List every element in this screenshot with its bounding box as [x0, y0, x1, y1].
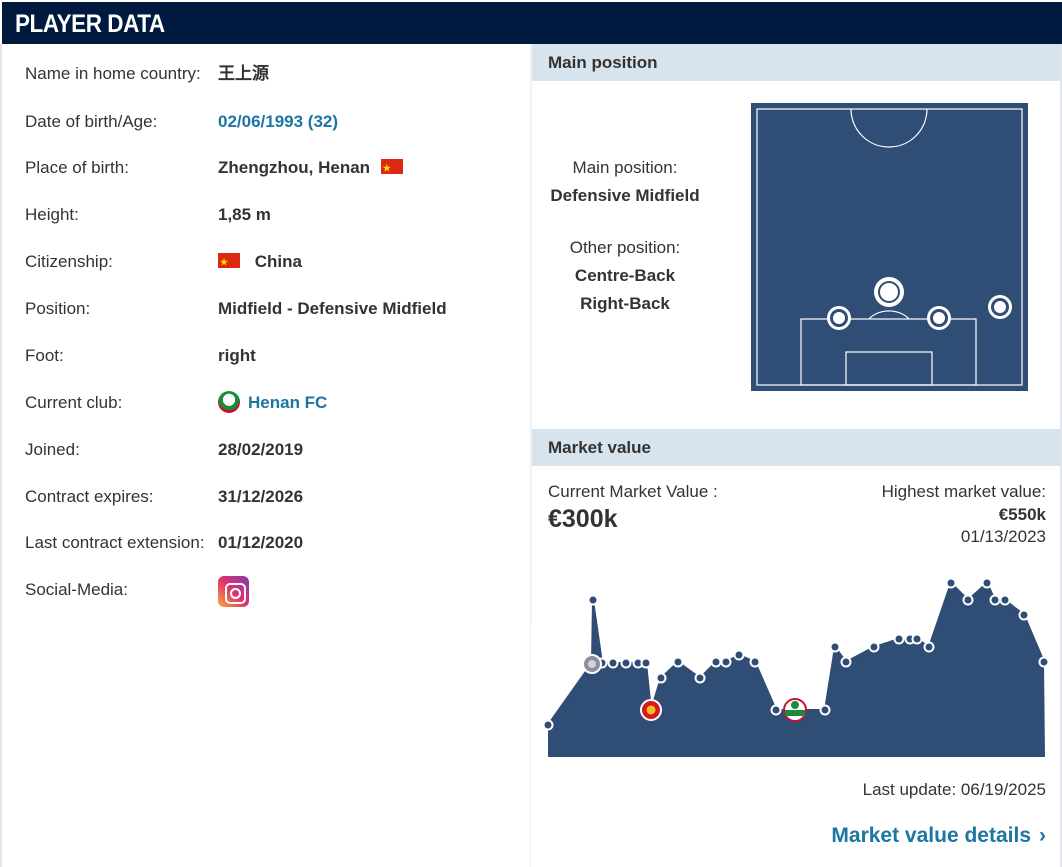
- column-divider-lower: [530, 622, 531, 867]
- row-label: Place of birth:: [25, 158, 129, 177]
- row-label: Citizenship:: [25, 252, 113, 271]
- highest-value: €550k: [998, 505, 1046, 524]
- chart-point[interactable]: [640, 657, 652, 669]
- china-flag-icon: [218, 250, 240, 274]
- section-title: Market value: [548, 438, 651, 457]
- row-label: Date of birth/Age:: [25, 112, 158, 131]
- row-label: Foot:: [25, 346, 64, 365]
- henan-club-logo-icon[interactable]: [783, 698, 807, 722]
- row-label: Current club:: [25, 393, 123, 412]
- chart-point[interactable]: [655, 672, 667, 684]
- chart-point[interactable]: [770, 704, 782, 716]
- last-extension-value: 01/12/2020: [218, 533, 304, 552]
- other-position-label: Other position:: [569, 238, 681, 257]
- chart-point[interactable]: [607, 657, 619, 669]
- chevron-right-icon[interactable]: ›: [1039, 824, 1046, 847]
- marker-centre-back-right: [927, 306, 951, 330]
- chart-point[interactable]: [620, 657, 632, 669]
- club-name[interactable]: Henan FC: [248, 393, 328, 412]
- marker-centre-back-left: [827, 306, 851, 330]
- highest-value-label: Highest market value:: [881, 482, 1046, 501]
- main-position-text: Main position: Defensive Midfield: [540, 154, 710, 210]
- chart-point[interactable]: [749, 656, 761, 668]
- chart-point[interactable]: [999, 594, 1011, 606]
- page-title: PLAYER DATA: [15, 10, 165, 38]
- market-value-details-link[interactable]: Market value details ›: [831, 824, 1046, 848]
- chart-point[interactable]: [945, 577, 957, 589]
- row-label: Social-Media:: [25, 580, 128, 599]
- chart-point[interactable]: [720, 656, 732, 668]
- market-value-header: Market value: [532, 429, 1060, 466]
- section-title: Main position: [548, 53, 658, 72]
- current-value: €300k: [548, 505, 618, 533]
- row-label: Joined:: [25, 440, 80, 459]
- page-header: PLAYER DATA: [2, 2, 1062, 44]
- main-position-header: Main position: [532, 44, 1060, 81]
- instagram-icon[interactable]: [218, 576, 249, 607]
- home-name-value: 王上源: [218, 64, 269, 83]
- chart-point[interactable]: [819, 704, 831, 716]
- main-position-value: Defensive Midfield: [550, 186, 700, 205]
- row-label: Contract expires:: [25, 487, 154, 506]
- column-divider: [530, 44, 532, 622]
- position-pitch: [751, 103, 1028, 391]
- position-value: Midfield - Defensive Midfield: [218, 299, 447, 318]
- current-club-link[interactable]: Henan FC: [218, 391, 327, 415]
- row-label: Height:: [25, 205, 79, 224]
- citizenship-text: China: [254, 252, 302, 271]
- henan-fc-logo-icon[interactable]: [218, 391, 240, 413]
- row-label: Last contract extension:: [25, 533, 205, 552]
- current-value-label: Current Market Value :: [548, 482, 718, 501]
- goal-box: [845, 351, 933, 386]
- frame-right-border: [1060, 44, 1062, 867]
- foot-value: right: [218, 346, 256, 365]
- dob-link[interactable]: 02/06/1993 (32): [218, 112, 339, 131]
- row-label: Position:: [25, 299, 91, 318]
- chart-point[interactable]: [733, 649, 745, 661]
- chart-point[interactable]: [694, 672, 706, 684]
- chart-area-fill: [548, 583, 1045, 757]
- citizenship-value: China: [218, 250, 302, 274]
- pitch-background: [751, 103, 1028, 391]
- birthplace-text: Zhengzhou, Henan: [218, 158, 371, 177]
- chart-point[interactable]: [829, 641, 841, 653]
- contract-expires-value: 31/12/2026: [218, 487, 304, 506]
- chart-point[interactable]: [989, 594, 1001, 606]
- chart-point[interactable]: [962, 594, 974, 606]
- marker-right-back: [988, 295, 1012, 319]
- row-label: Name in home country:: [25, 64, 201, 83]
- market-value-chart[interactable]: [540, 570, 1055, 765]
- frame-left-border: [0, 44, 2, 867]
- other-position-value: Right-Back: [580, 294, 670, 313]
- center-circle-arc: [850, 108, 928, 148]
- other-position-text: Other position: Centre-Back Right-Back: [540, 234, 710, 318]
- height-value: 1,85 m: [218, 205, 271, 224]
- chart-point[interactable]: [587, 594, 599, 606]
- chart-point[interactable]: [911, 633, 923, 645]
- chart-point[interactable]: [923, 641, 935, 653]
- highest-value-date: 01/13/2023: [960, 527, 1046, 546]
- joined-value: 28/02/2019: [218, 440, 304, 459]
- chart-point[interactable]: [672, 656, 684, 668]
- chart-point[interactable]: [1018, 609, 1030, 621]
- marker-defensive-midfield: [874, 277, 904, 307]
- last-update: Last update: 06/19/2025: [862, 780, 1046, 799]
- penalty-arc: [868, 310, 910, 320]
- chart-points[interactable]: [542, 577, 1050, 731]
- main-position-label: Main position:: [572, 158, 678, 177]
- china-flag-icon: [380, 156, 403, 180]
- chart-point[interactable]: [893, 633, 905, 645]
- chart-point[interactable]: [710, 656, 722, 668]
- previous-club-logo-icon[interactable]: [582, 654, 602, 674]
- other-position-value: Centre-Back: [574, 266, 676, 285]
- chart-point[interactable]: [1038, 656, 1050, 668]
- chart-point[interactable]: [542, 719, 554, 731]
- chart-point[interactable]: [981, 577, 993, 589]
- chart-point[interactable]: [840, 656, 852, 668]
- details-link-text[interactable]: Market value details: [831, 824, 1031, 847]
- guangzhou-club-logo-icon[interactable]: [640, 699, 662, 721]
- chart-point[interactable]: [868, 641, 880, 653]
- birthplace-value: Zhengzhou, Henan: [218, 156, 403, 180]
